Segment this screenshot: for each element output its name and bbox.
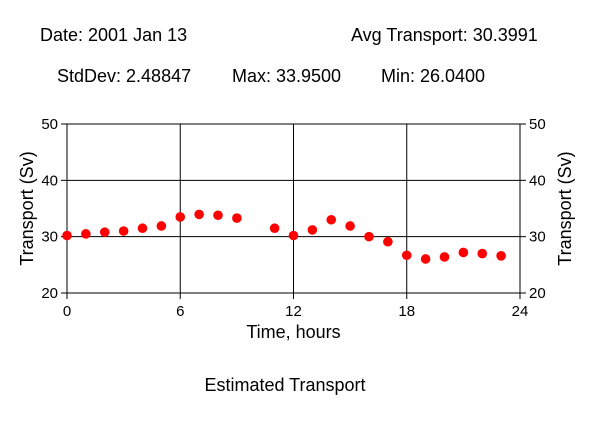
x-axis-title: Time, hours xyxy=(246,322,340,342)
data-point xyxy=(383,236,393,247)
y-tick-label-right: 50 xyxy=(529,116,546,133)
data-point xyxy=(62,230,72,241)
data-point xyxy=(401,250,412,261)
y-tick-label-left: 20 xyxy=(41,285,58,302)
data-point xyxy=(345,221,355,231)
data-point xyxy=(81,229,91,239)
y-tick-label-left: 40 xyxy=(41,172,58,189)
data-point xyxy=(288,230,299,241)
data-point xyxy=(118,226,129,236)
data-point xyxy=(137,223,148,234)
data-point xyxy=(175,212,186,222)
data-point xyxy=(232,213,242,223)
data-point xyxy=(326,214,337,225)
x-tick-label: 0 xyxy=(63,303,71,320)
data-point xyxy=(477,248,488,259)
max-label: Max: 33.9500 xyxy=(232,66,342,86)
date-label: Date: 2001 Jan 13 xyxy=(40,25,188,45)
data-point xyxy=(496,251,506,261)
data-point xyxy=(156,221,167,231)
y-axis-title-left: Transport (Sv) xyxy=(17,151,37,265)
x-tick-label: 6 xyxy=(176,303,184,320)
stddev-label: StdDev: 2.48847 xyxy=(57,66,192,86)
x-tick-label: 24 xyxy=(512,303,529,320)
chart-caption: Estimated Transport xyxy=(204,375,366,395)
y-tick-label-right: 20 xyxy=(529,285,546,302)
data-point xyxy=(269,223,280,234)
data-point xyxy=(364,231,374,242)
y-axis-title-right: Transport (Sv) xyxy=(555,151,575,265)
x-tick-label: 12 xyxy=(285,303,302,320)
data-point xyxy=(194,209,204,220)
y-tick-label-right: 30 xyxy=(529,229,546,246)
data-point xyxy=(458,247,469,258)
data-point xyxy=(307,225,318,235)
data-point xyxy=(439,252,450,262)
avg-transport-label: Avg Transport: 30.3991 xyxy=(351,25,538,45)
y-tick-label-right: 40 xyxy=(529,172,546,189)
min-label: Min: 26.0400 xyxy=(381,66,486,86)
y-tick-label-left: 50 xyxy=(41,116,58,133)
data-point xyxy=(99,227,110,237)
x-tick-label: 18 xyxy=(398,303,415,320)
data-point xyxy=(213,210,223,221)
y-tick-label-left: 30 xyxy=(41,229,58,246)
data-point xyxy=(420,254,431,264)
